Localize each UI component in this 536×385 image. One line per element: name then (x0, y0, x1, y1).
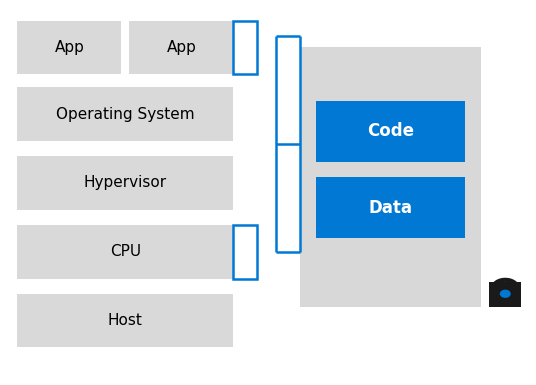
Bar (233, 225, 257, 278)
Bar (233, 20, 257, 74)
Circle shape (501, 290, 510, 297)
Text: App: App (55, 40, 84, 55)
Bar (300, 47, 481, 307)
Bar (17, 156, 233, 210)
Bar (17, 20, 121, 74)
Bar (17, 225, 233, 278)
Polygon shape (491, 278, 520, 288)
Bar (316, 101, 465, 162)
Text: Data: Data (369, 199, 413, 217)
Text: CPU: CPU (110, 244, 141, 259)
Text: Operating System: Operating System (56, 107, 195, 122)
Bar (489, 282, 522, 307)
Text: Code: Code (367, 122, 414, 141)
Text: App: App (166, 40, 196, 55)
Bar (316, 177, 465, 238)
Bar (17, 294, 233, 347)
Text: Host: Host (108, 313, 143, 328)
Bar (17, 87, 233, 141)
Bar (129, 20, 233, 74)
Bar (300, 47, 481, 307)
Text: Hypervisor: Hypervisor (84, 176, 167, 191)
